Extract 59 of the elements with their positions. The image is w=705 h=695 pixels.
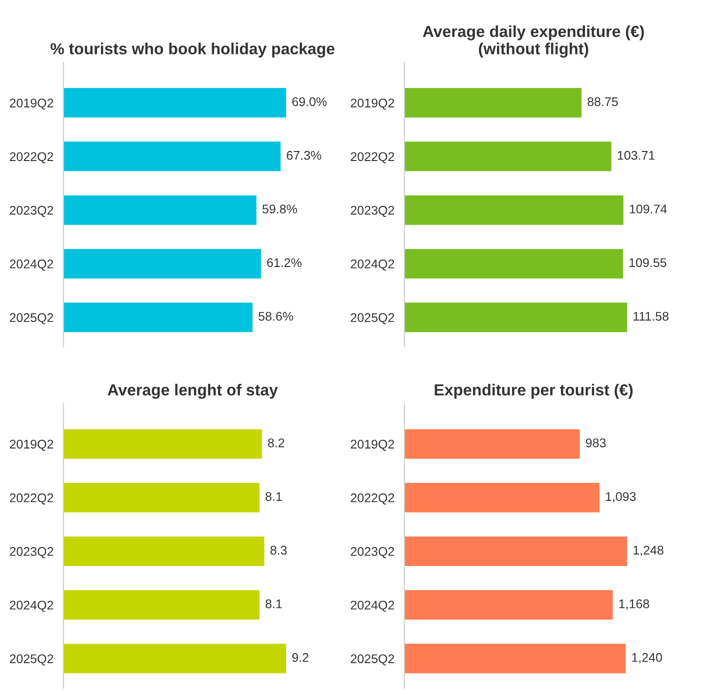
- bar: [404, 88, 582, 118]
- bar: [63, 302, 253, 332]
- y-tick-label: 2025Q2: [350, 654, 394, 666]
- bar: [63, 248, 261, 278]
- y-tick-label: 2025Q2: [10, 313, 54, 324]
- bar: [404, 590, 613, 620]
- y-tick-label: 2025Q2: [350, 313, 394, 324]
- y-tick-label: 2024Q2: [350, 600, 394, 612]
- bar: [404, 644, 626, 674]
- chart-title: % tourists who book holiday package: [50, 42, 335, 58]
- data-label: 111.58: [634, 312, 668, 321]
- chart-title: Expenditure per tourist (€): [434, 384, 633, 399]
- y-tick-label: 2022Q2: [10, 152, 54, 164]
- data-label: 61.2%: [267, 258, 302, 268]
- bar: [404, 536, 628, 566]
- bar: [404, 482, 600, 512]
- data-label: 8.1: [266, 599, 282, 608]
- data-label: 103.71: [618, 150, 655, 160]
- data-label: 88.75: [588, 97, 618, 106]
- bar: [404, 429, 580, 459]
- bar: [63, 88, 286, 118]
- data-label: 109.74: [630, 204, 667, 214]
- data-label: 1,093: [606, 492, 636, 502]
- data-label: 983: [586, 438, 606, 448]
- data-label: 1,240: [632, 653, 662, 664]
- y-tick-label: 2019Q2: [350, 440, 394, 451]
- y-tick-label: 2019Q2: [350, 98, 394, 110]
- y-tick-label: 2019Q2: [10, 98, 54, 110]
- y-tick-label: 2023Q2: [350, 547, 394, 558]
- bar: [63, 195, 256, 225]
- bar: [404, 195, 624, 225]
- y-tick-label: 2019Q2: [10, 440, 54, 451]
- y-tick-label: 2022Q2: [350, 493, 394, 504]
- y-tick-label: 2025Q2: [10, 654, 54, 666]
- data-label: 69.0%: [292, 97, 327, 106]
- data-label: 9.2: [292, 653, 308, 662]
- data-label: 8.1: [266, 492, 282, 501]
- bar: [63, 142, 281, 172]
- data-label: 58.6%: [258, 312, 294, 321]
- y-tick-label: 2024Q2: [10, 260, 54, 271]
- y-tick-label: 2022Q2: [350, 152, 394, 164]
- data-label: 59.8%: [262, 204, 297, 214]
- bar: [404, 142, 612, 172]
- data-label: 8.2: [268, 438, 284, 448]
- data-label: 109.55: [630, 258, 666, 268]
- bar: [404, 248, 624, 278]
- y-tick-label: 2023Q2: [10, 206, 54, 217]
- data-label: 1,168: [619, 599, 650, 610]
- chart-title: Average lenght of stay: [108, 384, 278, 399]
- y-tick-label: 2024Q2: [350, 260, 394, 271]
- data-label: 67.3%: [286, 150, 322, 160]
- data-label: 1,248: [634, 546, 664, 556]
- y-tick-label: 2023Q2: [10, 547, 54, 558]
- y-tick-label: 2023Q2: [350, 206, 394, 217]
- bar: [404, 302, 628, 332]
- data-label: 8.3: [270, 546, 287, 555]
- y-tick-label: 2024Q2: [10, 600, 54, 612]
- chart-title: Average daily expenditure (€) (without flight): [422, 25, 644, 58]
- y-tick-label: 2022Q2: [10, 493, 54, 504]
